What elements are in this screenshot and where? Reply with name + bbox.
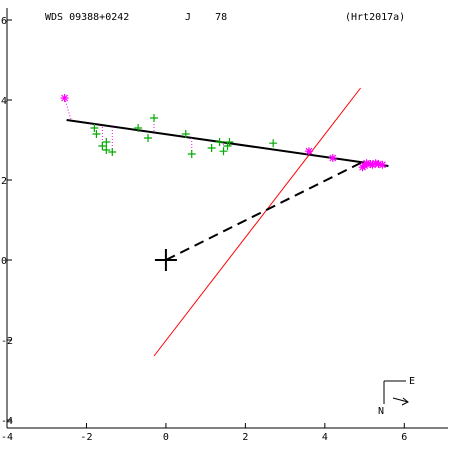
plus-point [102,146,111,154]
y-tick-label: 0 [1,256,7,267]
asterisk-point [371,159,380,168]
node-line [153,87,361,357]
x-tick-label: 6 [401,432,407,443]
asterisk-point [368,160,377,169]
y-tick-label: 4 [1,96,7,107]
axes-frame [6,8,448,429]
plus-point [150,114,158,122]
y-tick-label: -2 [1,336,13,347]
tick-layer: -4 -2 0 2 4 6 -4 -2 0 2 4 6 [1,16,407,443]
point-layer [60,94,387,172]
plus-point [181,130,190,138]
compass-rose: E N [378,376,415,417]
plus-point [102,138,111,146]
plus-point [223,142,232,150]
header-labels: WDS 09388+0242 J 78 (Hrt2017a) [45,12,405,23]
y-tick-label: -4 [1,416,13,427]
asterisk-point [328,154,337,162]
residual-line [64,97,72,121]
x-tick-label: 4 [322,432,328,443]
x-tick-label: 2 [242,432,248,443]
compass-motion-arrow-icon [392,397,409,406]
origin-marker [154,249,177,271]
y-tick-label: 6 [1,16,7,27]
plus-point [134,124,143,132]
compass-north-label: N [378,406,384,417]
y-tick-label: 2 [1,176,7,187]
plus-point [207,144,216,152]
plus-point [144,134,153,142]
header-reference: (Hrt2017a) [345,12,405,23]
primary-star-cross [154,249,177,271]
header-wds-id: WDS 09388+0242 [45,12,129,23]
plus-point [90,124,99,132]
plus-point [92,130,101,138]
asterisk-point [60,94,69,102]
asterisk-point [366,160,375,168]
plus-point [215,138,224,146]
asterisk-point [378,160,387,169]
header-discoverer: J 78 [185,12,227,23]
asterisk-point [374,160,383,168]
periastron-dashed-line [165,161,364,261]
plus-point [98,142,107,150]
asterisk-point [304,147,313,156]
line-layer [64,87,389,357]
plus-point [187,150,196,158]
x-tick-label: -4 [1,432,13,443]
x-tick-label: -2 [80,432,92,443]
compass-east-label: E [409,376,415,387]
plus-point [108,148,117,156]
plus-point [269,139,278,148]
x-tick-label: 0 [163,432,169,443]
plus-point [225,138,234,146]
asterisk-point [362,159,371,168]
plus-point [219,147,228,156]
